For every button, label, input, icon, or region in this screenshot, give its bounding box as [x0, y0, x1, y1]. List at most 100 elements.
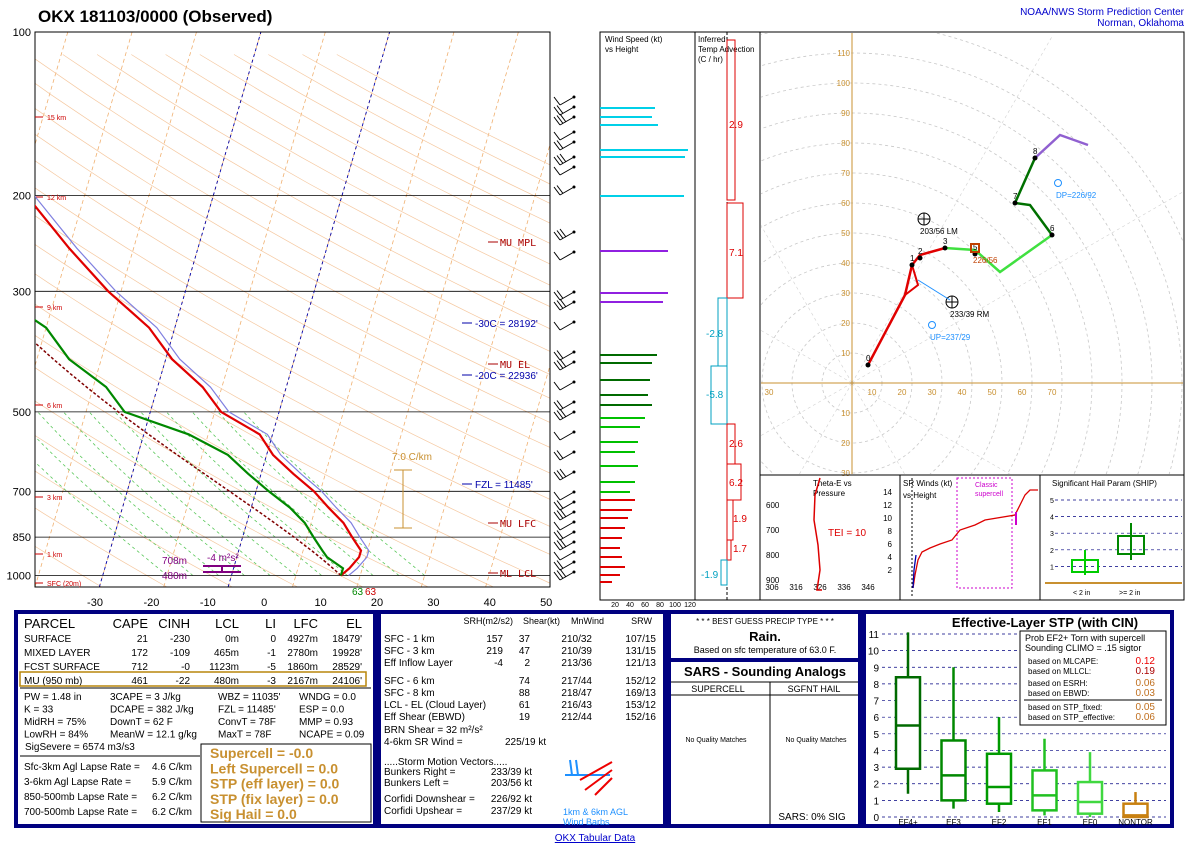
kin-cell: SFC - 3 km: [384, 646, 435, 657]
temp-adv-title-3: (C / hr): [698, 55, 723, 64]
sr-y-tick: 4: [888, 553, 893, 562]
tabular-data-link[interactable]: OKX Tabular Data: [555, 833, 636, 844]
pressure-tick-label: 850: [13, 532, 31, 544]
wind-barb: [559, 106, 575, 116]
theta-y-tick: 900: [766, 576, 780, 585]
hodo-ring-label: 100: [837, 79, 851, 88]
lapse-value: 5.9 C/km: [152, 777, 192, 788]
hodo-point-label: 8: [1033, 147, 1038, 156]
hodo-ring-label-s: 10: [841, 409, 850, 418]
sr-title-1: SR Winds (kt): [903, 479, 953, 488]
parcel-cell: MU (950 mb): [24, 676, 82, 687]
wind-barb: [559, 321, 575, 331]
stp-item-label: based on STP_fixed:: [1028, 703, 1102, 712]
parcel-cell: 19928': [332, 648, 362, 659]
parcel-cell: 21: [137, 634, 149, 645]
pressure-tick-label: 1000: [7, 570, 31, 582]
kin-cell: 210/32: [561, 634, 592, 645]
ws-tick-label: 40: [626, 602, 634, 609]
wind-barb: [559, 231, 575, 241]
wind-barb: [559, 501, 575, 511]
wind-barb: [559, 431, 575, 441]
ws-tick-label: 60: [641, 602, 649, 609]
hodo-point-label: 1: [910, 254, 915, 263]
mean-wind-label: 226/56: [973, 256, 998, 265]
kin-cell: 121/13: [625, 658, 656, 669]
hodo-axis-label: 50: [988, 388, 997, 397]
hodo-ring-label: 40: [841, 259, 850, 268]
stp-item-value: 0.03: [1136, 688, 1156, 699]
kin-cell: 74: [519, 676, 531, 687]
stp-item-value: 0.12: [1136, 656, 1156, 667]
parcel-cell: 4927m: [287, 634, 318, 645]
parcel-cell: 461: [131, 676, 148, 687]
motion-value: 203/56 kt: [491, 778, 532, 789]
stp-y-tick: 11: [869, 630, 880, 641]
stp-y-tick: 1: [873, 796, 879, 807]
theta-x-tick: 306: [765, 583, 779, 592]
composite-index: Left Supercell = 0.0: [210, 760, 338, 776]
pressure-tick-label: 200: [13, 191, 31, 203]
barb-icon: [565, 759, 613, 796]
kin-cell: 19: [519, 712, 531, 723]
hodo-trace-3-6km: [944, 233, 1053, 274]
wind-barb: [559, 96, 575, 106]
lapse-value: 6.2 C/km: [152, 792, 192, 803]
hodo-ring-label: 90: [841, 109, 850, 118]
stp-item-label: based on EBWD:: [1028, 689, 1089, 698]
parcel-cell: SURFACE: [24, 634, 72, 645]
ship-cat-1: >= 2 in: [1119, 590, 1141, 597]
ta-val-5: 6.2: [729, 478, 743, 489]
ta-val-0: 2.9: [729, 120, 743, 131]
eff-bot-label: 480m: [162, 571, 187, 582]
chart-title: OKX 181103/0000 (Observed): [38, 7, 272, 26]
eff-top-label: 708m: [162, 556, 187, 567]
stp-category-label: EF1: [1037, 818, 1052, 827]
hodo-axis-label: 70: [1048, 388, 1057, 397]
m20c-label: -20C = 22936': [475, 371, 538, 382]
sr-winds-panel: SR Winds (kt) vs Height 14 12 10 8 6 4 2 Class…: [883, 474, 1041, 601]
kin-cell: 88: [519, 688, 531, 699]
ml-lcl-label: ML LCL: [500, 569, 536, 580]
parcel-cell: -230: [170, 634, 190, 645]
hodo-point: [917, 255, 923, 261]
lapse-label: 3-6km Agl Lapse Rate =: [24, 777, 131, 788]
kin-cell: 218/47: [561, 688, 592, 699]
stp-item-value: 0.06: [1136, 712, 1156, 723]
temp-tick-label: -20: [143, 597, 159, 609]
hodo-axis-label: 30: [765, 388, 774, 397]
wind-barb: [559, 166, 575, 176]
hodo-trace-9-12km: [1034, 133, 1089, 159]
stp-y-tick: 3: [873, 763, 879, 774]
wind-barb: [559, 301, 575, 311]
height-tick-label: 12 km: [47, 195, 66, 202]
sr-wind: 4-6km SR Wind =: [384, 737, 463, 748]
wind-barb: [559, 471, 575, 481]
parcel-cell: -5: [267, 662, 276, 673]
sars-title: SARS - Sounding Analogs: [684, 664, 846, 679]
ship-y-tick: 1: [1050, 564, 1054, 571]
wind-barb: [559, 351, 575, 361]
index-cell: ConvT = 78F: [218, 717, 276, 728]
pressure-tick-label: 100: [13, 27, 31, 39]
stp-box: [985, 752, 1013, 805]
stp-item-value: 0.19: [1136, 666, 1156, 677]
sfc-td-label: 63: [352, 587, 364, 598]
index-cell: MeanW = 12.1 g/kg: [110, 730, 197, 741]
parcel-header: EL: [346, 616, 362, 631]
parcel-header: CAPE: [113, 616, 149, 631]
hodo-ring-label: 10: [841, 349, 850, 358]
kin-header: MnWind: [571, 616, 604, 626]
parcel-header: PARCEL: [24, 616, 75, 631]
parcel-cell: FCST SURFACE: [24, 662, 100, 673]
kin-cell: 37: [519, 634, 531, 645]
sigsevere: SigSevere = 6574 m3/s3: [25, 742, 135, 753]
stp-prob1: Prob EF2+ Torn with supercell: [1025, 633, 1145, 643]
wind-barb: [559, 141, 575, 151]
temp-tick-label: -30: [87, 597, 103, 609]
wind-speed-panel: Wind Speed (kt) vs Height 20 40 60 80 100 120: [599, 31, 696, 609]
fzl-label: FZL = 11485': [475, 480, 533, 491]
parcel-cell: -0: [181, 662, 190, 673]
lapse-value: 6.2 C/km: [152, 807, 192, 818]
